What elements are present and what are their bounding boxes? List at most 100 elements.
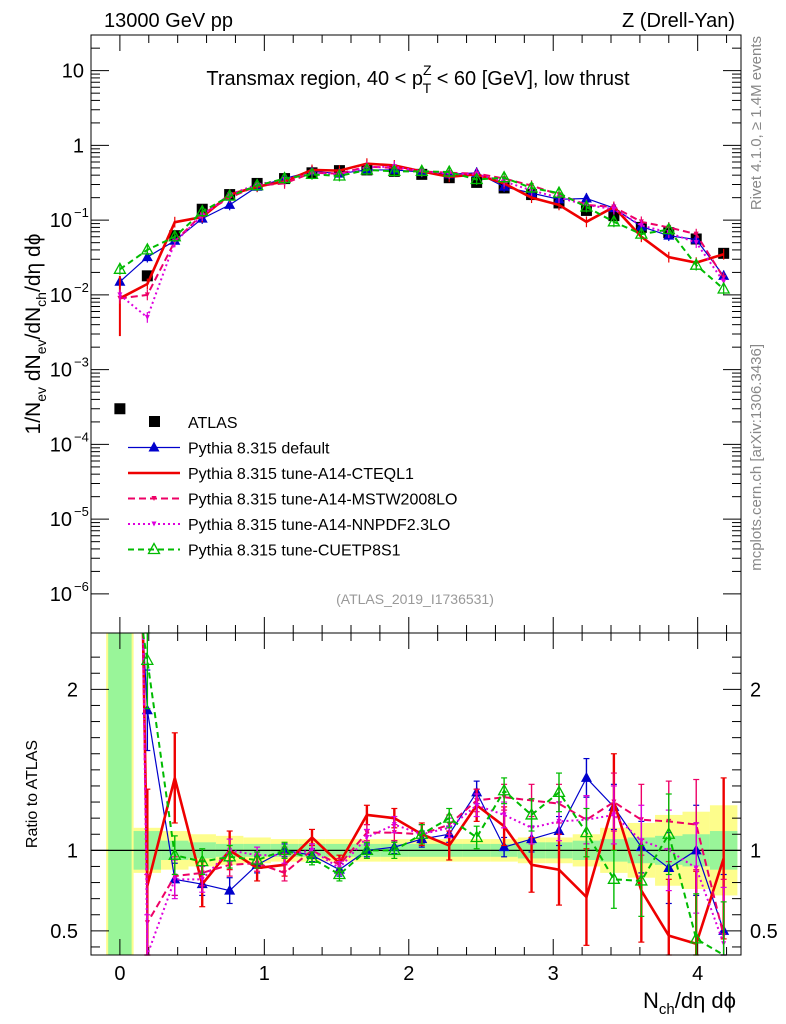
main-point-nnpdf: [693, 240, 699, 246]
ratio-series-layer: [140, 632, 730, 956]
ratio-point-cuetp8s1: [689, 931, 703, 944]
main-y-tick-exponent: −6: [74, 579, 89, 594]
ratio-y-tick-label-right: 2: [750, 679, 761, 701]
ratio-point-nnpdf: [638, 838, 644, 844]
ratio-point-cuetp8s1: [360, 843, 374, 855]
ratio-axes: 0.5 0.5 1 1 2 2 0 1 2 3 4: [50, 633, 778, 985]
ratio-y-tick-label-right: 0.5: [750, 921, 778, 943]
main-series-line-nnpdf: [119, 165, 725, 320]
ratio-y-tick-label-right: 1: [750, 840, 761, 862]
main-point-nnpdf: [117, 292, 123, 298]
ratio-point-cuetp8s1: [579, 825, 594, 838]
main-point-cuetp8s1: [277, 171, 292, 184]
main-point-cuetp8s1: [415, 163, 429, 176]
legend-marker-default: [148, 441, 160, 452]
ratio-series-line-nnpdf: [142, 632, 725, 956]
legend-marker-cuetp8s1: [147, 542, 161, 555]
ratio-point-cuetp8s1: [662, 826, 676, 839]
mcplots-label: mcplots.cern.ch [arXiv:1306.3436]: [748, 344, 765, 571]
main-point-default: [580, 192, 592, 203]
analysis-id-label: (ATLAS_2019_I1736531): [336, 591, 494, 607]
legend-label-nnpdf: Pythia 8.315 tune-A14-NNPDF2.3LO: [188, 517, 450, 534]
ratio-point-default: [498, 841, 510, 852]
main-series-layer: [113, 158, 731, 415]
main-point-atlas: [141, 270, 153, 282]
ratio-x-tick-label: 2: [403, 963, 414, 985]
legend-label-atlas: ATLAS: [188, 415, 238, 432]
main-point-cuetp8s1: [387, 163, 401, 176]
legend-marker-atlas: [149, 416, 160, 427]
ratio-point-cuetp8s1: [223, 849, 237, 862]
legend-label-cuetp8s1: Pythia 8.315 tune-CUETP8S1: [188, 543, 401, 560]
main-y-tick-label: 10: [50, 434, 72, 456]
main-point-mstw: [144, 292, 150, 298]
ratio-frame: [90, 632, 742, 956]
ratio-point-nnpdf: [556, 818, 562, 824]
ratio-point-cuetp8s1: [332, 867, 347, 880]
legend: ATLAS Pythia 8.315 default Pythia 8.315 tu…: [128, 415, 457, 560]
ratio-point-nnpdf: [364, 834, 370, 840]
main-y-tick-exponent: −5: [74, 504, 89, 519]
ratio-band-inner: [108, 633, 132, 955]
ratio-point-nnpdf: [474, 802, 480, 808]
main-point-cuetp8s1: [579, 199, 594, 212]
ratio-point-cuetp8s1: [607, 871, 621, 884]
main-y-label: 1/Nev dNev/dNch/dη dϕ: [22, 234, 49, 435]
main-y-tick-label: 10: [50, 360, 72, 382]
ratio-point-cuetp8s1: [524, 807, 539, 820]
main-point-cuetp8s1: [305, 167, 319, 180]
ratio-x-tick-label: 0: [114, 963, 125, 985]
main-series-line-cuetp8s1: [119, 168, 725, 290]
legend-marker-nnpdf: [151, 521, 157, 527]
main-series-line-mstw: [119, 165, 725, 300]
legend-label-mstw: Pythia 8.315 tune-A14-MSTW2008LO: [188, 492, 457, 509]
ratio-point-cuetp8s1: [305, 851, 319, 864]
title-pre: Transmax region, 40 < p: [206, 68, 423, 90]
header-process-label: Z (Drell-Yan): [622, 10, 735, 32]
main-point-cuetp8s1: [552, 185, 566, 198]
ratio-x-tick-label: 4: [692, 963, 703, 985]
ratio-y-tick-label: 1: [67, 840, 78, 862]
main-point-nnpdf: [638, 222, 644, 228]
ratio-point-cuetp8s1: [552, 785, 566, 798]
main-point-cuetp8s1: [113, 261, 127, 274]
ratio-point-nnpdf: [693, 865, 699, 871]
ratio-point-cuetp8s1: [168, 847, 182, 860]
main-point-cuetp8s1: [717, 281, 731, 294]
main-y-tick-exponent: −2: [74, 280, 89, 295]
main-point-cuetp8s1: [662, 222, 676, 235]
main-point-cuetp8s1: [689, 257, 703, 270]
main-point-cuetp8s1: [524, 180, 539, 193]
chart-title: Transmax region, 40 < pZ T < 60 [GeV], lo…: [206, 62, 630, 96]
ratio-point-cuetp8s1: [497, 783, 511, 796]
main-point-cuetp8s1: [442, 164, 456, 177]
main-point-cuetp8s1: [332, 168, 347, 181]
main-y-tick-label: 1: [73, 135, 84, 157]
ratio-point-cuetp8s1: [634, 873, 648, 886]
legend-label-cteql1: Pythia 8.315 tune-A14-CTEQL1: [188, 466, 414, 483]
ratio-point-cuetp8s1: [277, 843, 292, 855]
ratio-x-tick-label: 1: [259, 963, 270, 985]
main-point-cuetp8s1: [634, 226, 648, 239]
main-point-cuetp8s1: [607, 214, 621, 227]
title-sub: T: [423, 80, 432, 96]
ratio-x-tick-label: 3: [548, 963, 559, 985]
main-y-tick-label: 10: [50, 285, 72, 307]
main-point-cuetp8s1: [360, 162, 374, 175]
ratio-point-cuetp8s1: [387, 843, 401, 855]
main-point-cuetp8s1: [470, 172, 484, 185]
main-point-cuetp8s1: [250, 178, 264, 191]
legend-marker-mstw: [151, 496, 157, 501]
ratio-point-nnpdf: [391, 822, 397, 828]
ratio-point-cuetp8s1: [140, 653, 154, 666]
ratio-y-label: Ratio to ATLAS: [24, 740, 41, 848]
ratio-point-nnpdf: [309, 847, 315, 853]
ratio-point-cuetp8s1: [250, 852, 264, 865]
main-y-tick-label: 10: [62, 61, 84, 83]
title-sup: Z: [423, 62, 432, 78]
header-energy-label: 13000 GeV pp: [104, 10, 233, 32]
main-point-cuetp8s1: [497, 170, 511, 183]
main-point-default: [224, 198, 236, 209]
main-y-tick-exponent: −4: [74, 429, 89, 444]
